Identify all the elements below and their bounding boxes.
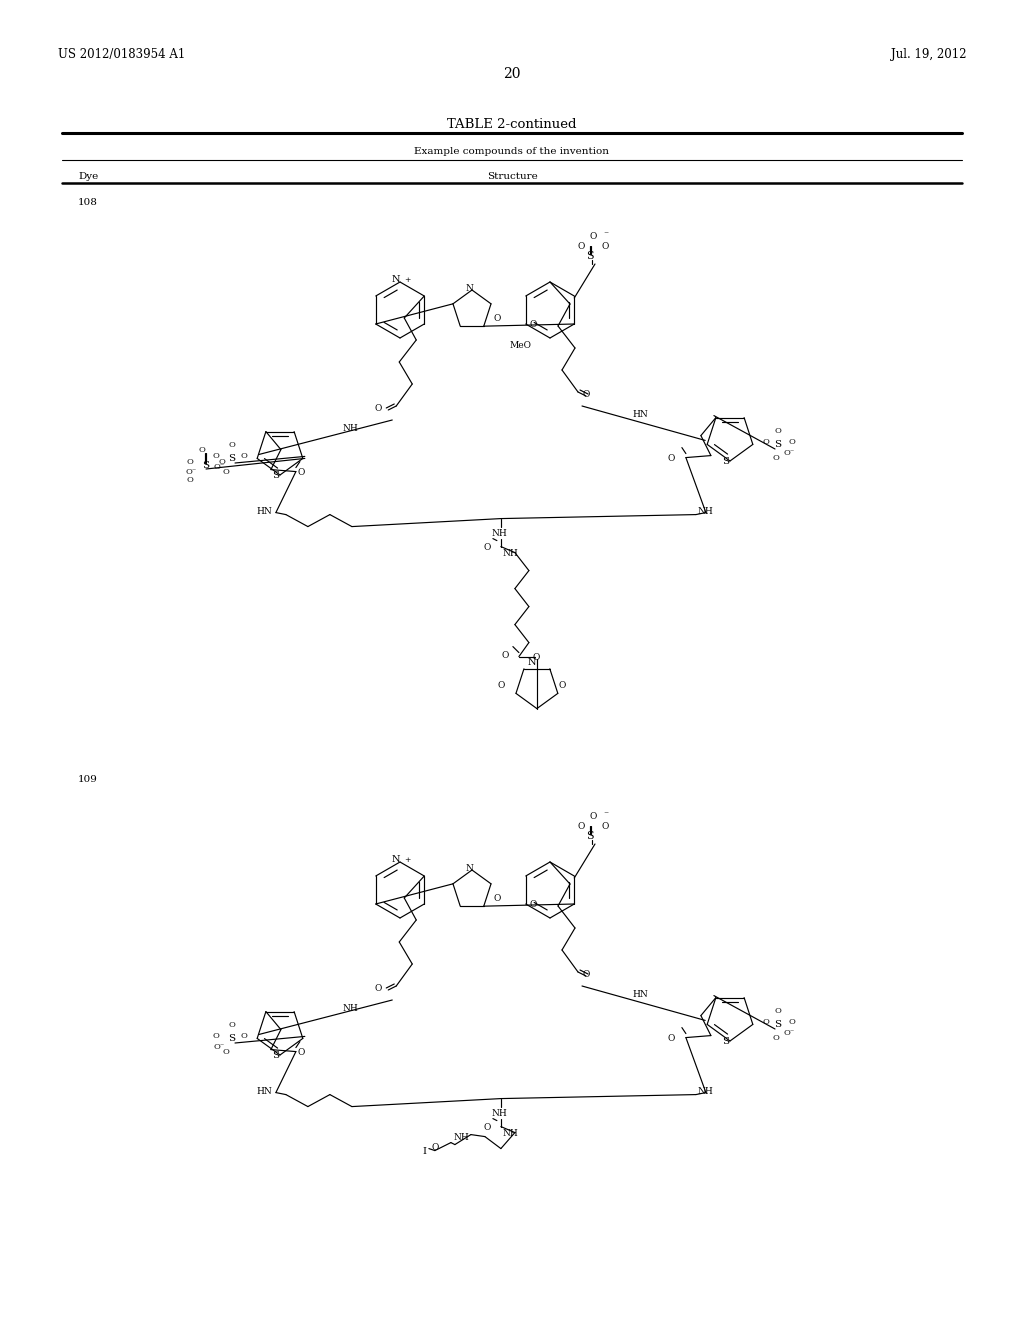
Text: ⁻: ⁻ bbox=[603, 230, 608, 239]
Text: O: O bbox=[375, 983, 382, 993]
Text: O: O bbox=[228, 1020, 236, 1030]
Text: NH: NH bbox=[698, 1086, 714, 1096]
Text: O: O bbox=[772, 1034, 779, 1041]
Text: Structure: Structure bbox=[486, 172, 538, 181]
Text: O: O bbox=[601, 242, 608, 251]
Text: O: O bbox=[529, 319, 538, 329]
Text: I: I bbox=[423, 1147, 427, 1155]
Text: S: S bbox=[203, 461, 210, 470]
Text: TABLE 2-continued: TABLE 2-continued bbox=[447, 117, 577, 131]
Text: O: O bbox=[529, 900, 538, 909]
Text: HN: HN bbox=[256, 507, 271, 516]
Text: O: O bbox=[186, 477, 194, 484]
Text: O: O bbox=[375, 404, 382, 413]
Text: O: O bbox=[228, 441, 236, 449]
Text: O: O bbox=[494, 314, 502, 323]
Text: S: S bbox=[723, 1038, 729, 1045]
Text: O: O bbox=[583, 389, 590, 399]
Text: O: O bbox=[298, 1048, 305, 1056]
Text: O: O bbox=[668, 454, 675, 462]
Text: O: O bbox=[763, 1018, 769, 1026]
Text: O: O bbox=[774, 426, 781, 436]
Text: O: O bbox=[590, 812, 597, 821]
Text: O: O bbox=[583, 970, 590, 979]
Text: O⁻: O⁻ bbox=[784, 1030, 796, 1038]
Text: +: + bbox=[404, 276, 411, 284]
Text: O: O bbox=[578, 822, 585, 832]
Text: NH: NH bbox=[698, 507, 714, 516]
Text: O: O bbox=[199, 446, 206, 454]
Text: S: S bbox=[228, 1034, 236, 1043]
Text: N: N bbox=[392, 275, 400, 284]
Text: NH: NH bbox=[342, 1005, 358, 1012]
Text: O⁻: O⁻ bbox=[784, 449, 796, 457]
Text: O: O bbox=[501, 651, 509, 660]
Text: S: S bbox=[272, 471, 280, 480]
Text: S: S bbox=[774, 1020, 781, 1030]
Text: N: N bbox=[527, 657, 537, 667]
Text: O: O bbox=[483, 543, 490, 552]
Text: O⁻: O⁻ bbox=[214, 463, 225, 471]
Text: Dye: Dye bbox=[78, 172, 98, 181]
Text: N: N bbox=[392, 855, 400, 865]
Text: NH: NH bbox=[492, 1109, 507, 1118]
Text: N: N bbox=[465, 865, 473, 873]
Text: NH: NH bbox=[503, 1129, 518, 1138]
Text: NH: NH bbox=[453, 1133, 469, 1142]
Text: O: O bbox=[668, 1034, 675, 1043]
Text: O: O bbox=[222, 469, 229, 477]
Text: NH: NH bbox=[342, 424, 358, 433]
Text: O: O bbox=[788, 1018, 796, 1026]
Text: S: S bbox=[723, 457, 729, 466]
Text: US 2012/0183954 A1: US 2012/0183954 A1 bbox=[58, 48, 185, 61]
Text: O: O bbox=[601, 822, 608, 832]
Text: O: O bbox=[218, 458, 225, 466]
Text: O: O bbox=[578, 242, 585, 251]
Text: O: O bbox=[763, 438, 769, 446]
Text: O: O bbox=[241, 451, 248, 459]
Text: O: O bbox=[213, 451, 219, 459]
Text: 108: 108 bbox=[78, 198, 98, 207]
Text: S: S bbox=[272, 1051, 280, 1060]
Text: HN: HN bbox=[256, 1086, 271, 1096]
Text: 20: 20 bbox=[503, 67, 521, 81]
Text: O: O bbox=[431, 1143, 438, 1151]
Text: +: + bbox=[404, 855, 411, 865]
Text: NH: NH bbox=[503, 549, 518, 557]
Text: O: O bbox=[498, 681, 505, 689]
Text: N: N bbox=[465, 284, 473, 293]
Text: MeO: MeO bbox=[510, 341, 532, 350]
Text: ⁻: ⁻ bbox=[603, 810, 608, 818]
Text: O: O bbox=[222, 1048, 229, 1056]
Text: O: O bbox=[241, 1032, 248, 1040]
Text: O: O bbox=[774, 1007, 781, 1015]
Text: O⁻: O⁻ bbox=[214, 1043, 225, 1051]
Text: S: S bbox=[586, 832, 594, 841]
Text: O: O bbox=[590, 232, 597, 242]
Text: S: S bbox=[586, 251, 594, 261]
Text: O: O bbox=[558, 681, 565, 689]
Text: O: O bbox=[483, 1122, 490, 1131]
Text: Example compounds of the invention: Example compounds of the invention bbox=[415, 147, 609, 156]
Text: O⁻: O⁻ bbox=[185, 469, 197, 477]
Text: 109: 109 bbox=[78, 775, 98, 784]
Text: HN: HN bbox=[632, 411, 648, 418]
Text: HN: HN bbox=[632, 990, 648, 999]
Text: S: S bbox=[228, 454, 236, 463]
Text: S: S bbox=[774, 440, 781, 449]
Text: O: O bbox=[298, 467, 305, 477]
Text: NH: NH bbox=[492, 528, 507, 537]
Text: O: O bbox=[494, 894, 502, 903]
Text: Jul. 19, 2012: Jul. 19, 2012 bbox=[891, 48, 966, 61]
Text: O: O bbox=[788, 438, 796, 446]
Text: O: O bbox=[532, 652, 541, 661]
Text: O: O bbox=[186, 458, 194, 466]
Text: O: O bbox=[772, 454, 779, 462]
Text: O: O bbox=[213, 1032, 219, 1040]
